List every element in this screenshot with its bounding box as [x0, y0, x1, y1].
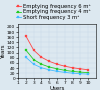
X-axis label: Users: Users [49, 86, 65, 90]
Y-axis label: Years: Years [1, 44, 6, 59]
Legend: Emptying frequency 6 m³, Emptying frequency 4 m³, Short frequency 3 m³: Emptying frequency 6 m³, Emptying freque… [15, 3, 91, 21]
